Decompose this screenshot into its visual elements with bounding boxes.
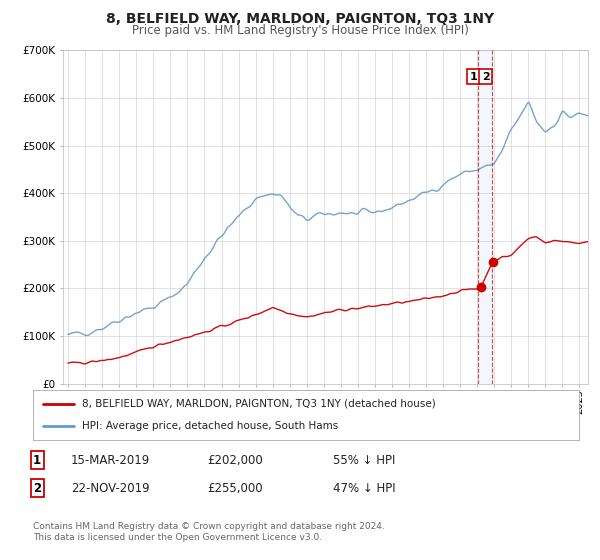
Text: 1: 1 xyxy=(470,72,478,82)
Text: HPI: Average price, detached house, South Hams: HPI: Average price, detached house, Sout… xyxy=(82,421,338,431)
Text: 55% ↓ HPI: 55% ↓ HPI xyxy=(333,454,395,467)
Text: 8, BELFIELD WAY, MARLDON, PAIGNTON, TQ3 1NY: 8, BELFIELD WAY, MARLDON, PAIGNTON, TQ3 … xyxy=(106,12,494,26)
Text: 2: 2 xyxy=(482,72,490,82)
Text: This data is licensed under the Open Government Licence v3.0.: This data is licensed under the Open Gov… xyxy=(33,533,322,542)
Text: Contains HM Land Registry data © Crown copyright and database right 2024.: Contains HM Land Registry data © Crown c… xyxy=(33,522,385,531)
Text: 22-NOV-2019: 22-NOV-2019 xyxy=(71,482,149,495)
Text: Price paid vs. HM Land Registry's House Price Index (HPI): Price paid vs. HM Land Registry's House … xyxy=(131,24,469,36)
Bar xyxy=(478,50,491,384)
Text: 1: 1 xyxy=(33,454,41,467)
Text: £255,000: £255,000 xyxy=(207,482,263,495)
Text: £202,000: £202,000 xyxy=(207,454,263,467)
Text: 15-MAR-2019: 15-MAR-2019 xyxy=(71,454,150,467)
Text: 2: 2 xyxy=(33,482,41,495)
Text: 8, BELFIELD WAY, MARLDON, PAIGNTON, TQ3 1NY (detached house): 8, BELFIELD WAY, MARLDON, PAIGNTON, TQ3 … xyxy=(82,399,436,409)
Text: 47% ↓ HPI: 47% ↓ HPI xyxy=(333,482,395,495)
